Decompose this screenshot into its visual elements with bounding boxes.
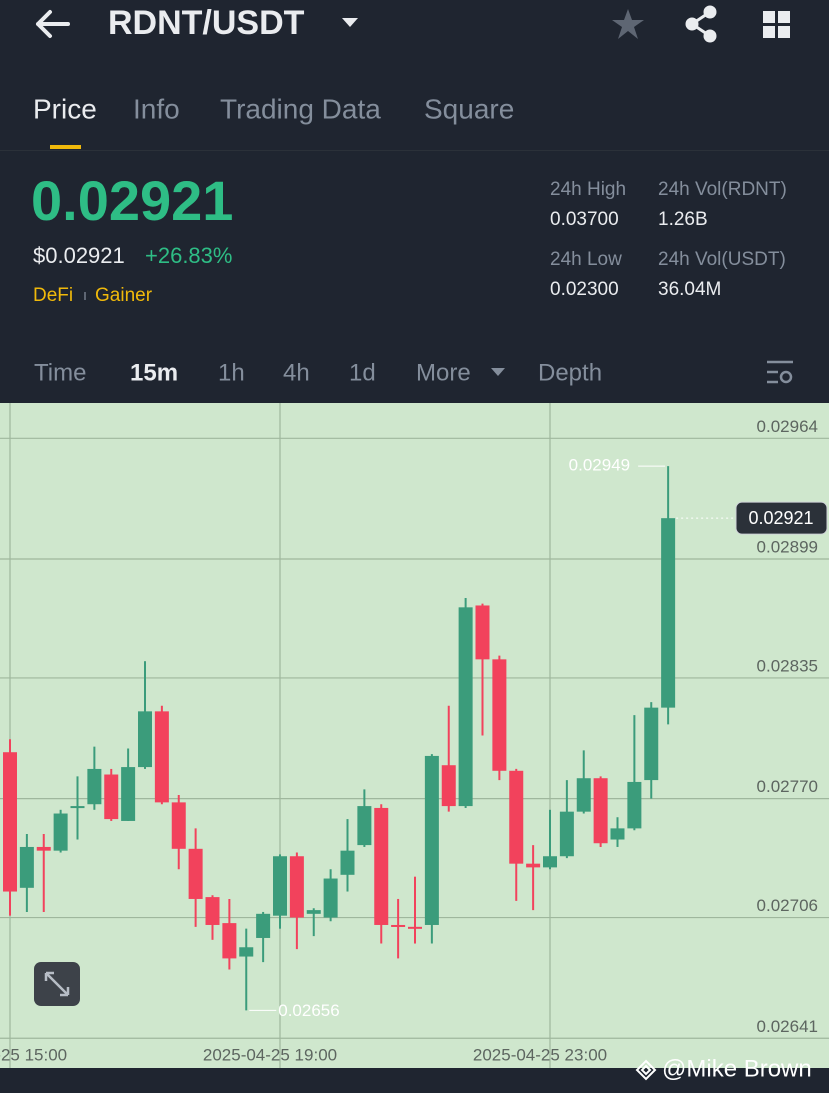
candle-body — [576, 778, 591, 812]
tab[interactable]: Trading Data — [220, 93, 381, 124]
high-label: 0.02949 — [569, 456, 630, 475]
x-tick-label: 2025-04-25 23:00 — [473, 1045, 607, 1064]
interval[interactable]: 1h — [218, 359, 245, 386]
candle-body — [543, 856, 557, 868]
stat-value: 0.02300 — [550, 279, 619, 300]
candle-body — [154, 711, 169, 803]
y-tick-label: 0.02641 — [757, 1017, 818, 1036]
pair-dropdown[interactable] — [342, 18, 358, 27]
stat-label: 24h Vol(RDNT) — [658, 179, 787, 200]
tab[interactable]: Price — [33, 93, 97, 124]
stat-value: 0.03700 — [550, 209, 619, 230]
chart: 0.02964 0.02899 0.02835 0.02770 0.02706 0.026… — [0, 403, 829, 1068]
last-price-box — [735, 501, 828, 535]
candle-body — [475, 605, 490, 660]
candle-body — [104, 774, 119, 820]
low-label: 0.02656 — [278, 1001, 339, 1020]
y-tick-label: 0.02706 — [757, 896, 818, 915]
x-tick-label: 2025-04-25 19:00 — [203, 1045, 337, 1064]
tag[interactable]: DeFi — [33, 285, 73, 306]
y-tick-label: 0.02770 — [757, 777, 818, 796]
last-price: 0.02921 — [31, 169, 233, 232]
interval[interactable]: More — [416, 359, 471, 386]
candle-body — [644, 707, 659, 781]
interval[interactable]: 4h — [283, 359, 310, 386]
stat-value: 36.04M — [658, 279, 721, 300]
candle-body — [256, 913, 271, 938]
interval[interactable]: 1d — [349, 359, 376, 386]
interval[interactable]: 15m — [130, 359, 178, 386]
tag[interactable]: Gainer — [95, 285, 153, 306]
candle-body — [323, 878, 338, 918]
candle-body — [424, 755, 439, 925]
candle-body — [509, 770, 524, 864]
candle-body — [205, 897, 220, 925]
candle-body — [19, 846, 34, 888]
watermark-logo — [635, 1059, 657, 1081]
last-price-label: 0.02921 — [748, 508, 813, 528]
candle-body — [374, 807, 389, 925]
candle-body — [357, 806, 372, 846]
x-tick-label: 2025-04-25 15:00 — [0, 1045, 67, 1064]
price-change: +26.83% — [145, 243, 232, 268]
candle-body — [188, 848, 203, 899]
candle-body — [526, 863, 541, 868]
interval[interactable]: Time — [34, 359, 86, 386]
usd-price: $0.02921 — [33, 243, 125, 268]
candle-body — [593, 778, 608, 844]
back-button[interactable] — [36, 10, 70, 38]
tag-separator — [84, 292, 86, 300]
tab[interactable]: Square — [424, 93, 514, 124]
y-tick-label: 0.02899 — [757, 538, 818, 557]
stat-value: 1.26B — [658, 209, 708, 230]
candle-body — [36, 846, 51, 851]
candle-body — [171, 802, 186, 849]
share-icon[interactable] — [685, 5, 717, 43]
candle-body — [273, 856, 287, 916]
fullscreen-button[interactable] — [34, 962, 80, 1006]
candle-body — [559, 811, 574, 857]
candle-body — [239, 947, 254, 957]
active-tab-indicator — [50, 145, 81, 149]
interval[interactable]: Depth — [538, 359, 602, 386]
candle-body — [87, 768, 102, 805]
chart-settings-icon[interactable] — [767, 360, 793, 384]
candle-body — [627, 781, 642, 829]
candle-body — [610, 828, 625, 840]
candle-body — [306, 910, 321, 914]
y-tick-label: 0.02964 — [757, 417, 818, 436]
candle-body — [222, 923, 237, 959]
favorite-icon[interactable] — [612, 9, 644, 39]
candle-body — [661, 518, 676, 708]
candle-body — [289, 856, 304, 918]
candle-body — [121, 767, 136, 821]
candle-body — [340, 850, 355, 875]
chart-area — [0, 403, 829, 1068]
candle-body — [138, 711, 152, 768]
stat-label: 24h Vol(USDT) — [658, 249, 786, 270]
divider — [0, 150, 829, 151]
y-tick-label: 0.02835 — [757, 656, 818, 675]
stat-label: 24h Low — [550, 249, 622, 270]
candle-body — [391, 924, 406, 927]
pair-title[interactable]: RDNT/USDT — [108, 4, 305, 42]
candle-body — [458, 607, 473, 807]
tab[interactable]: Info — [133, 93, 180, 124]
candle-body — [492, 659, 507, 771]
watermark: @Mike Brown — [662, 1055, 812, 1082]
candle-body — [441, 765, 456, 807]
layout-icon[interactable] — [763, 11, 790, 38]
more-dropdown[interactable] — [491, 368, 505, 376]
candle-body — [53, 813, 68, 851]
candle-body — [408, 926, 422, 929]
stat-label: 24h High — [550, 179, 626, 200]
candle-body — [3, 752, 17, 892]
candle-body — [70, 806, 85, 809]
